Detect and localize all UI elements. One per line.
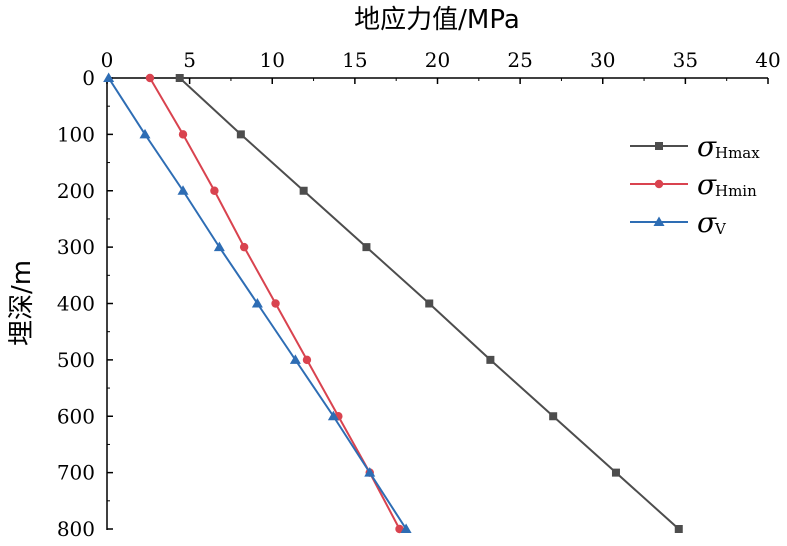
data-point-hmax xyxy=(611,468,620,477)
legend-subscript: V xyxy=(714,220,727,238)
legend-marker xyxy=(655,142,663,150)
data-point-hmin xyxy=(302,355,312,365)
series-v xyxy=(103,72,412,533)
series-layer xyxy=(103,72,683,534)
x-tick-label: 5 xyxy=(183,48,196,72)
legend-marker xyxy=(654,179,664,189)
legend-symbol: σ xyxy=(697,206,717,239)
legend-subscript: Hmax xyxy=(715,144,760,162)
x-tick-label: 30 xyxy=(590,48,615,72)
x-axis-ticks: 0 5 10 15 20 25 30 35 40 xyxy=(101,48,781,84)
data-point-v xyxy=(251,298,263,308)
legend-marker xyxy=(653,216,665,226)
data-point-hmax xyxy=(236,130,245,139)
data-point-v xyxy=(103,72,115,82)
y-axis-title: 埋深/m xyxy=(7,260,37,346)
legend-item-v: σV xyxy=(630,206,727,239)
y-tick-label: 200 xyxy=(57,179,95,203)
x-tick-label: 20 xyxy=(425,48,450,72)
data-point-hmax xyxy=(549,412,558,421)
x-tick-label: 15 xyxy=(342,48,367,72)
series-hmax xyxy=(175,74,683,533)
y-tick-label: 0 xyxy=(82,66,95,90)
data-point-hmax xyxy=(299,186,308,195)
y-axis-ticks: 0 100 200 300 400 500 600 700 800 xyxy=(57,66,113,541)
y-tick-label: 600 xyxy=(57,404,95,428)
data-point-hmin xyxy=(239,242,249,252)
data-point-hmax xyxy=(674,525,683,533)
y-tick-label: 700 xyxy=(57,461,95,485)
data-point-hmax xyxy=(425,299,434,308)
data-point-hmax xyxy=(362,243,371,252)
data-point-v xyxy=(289,354,301,364)
data-point-hmin xyxy=(395,524,404,534)
y-tick-label: 500 xyxy=(57,348,95,372)
y-tick-label: 300 xyxy=(57,235,95,259)
legend-subscript: Hmin xyxy=(715,182,757,200)
data-point-hmax xyxy=(175,74,184,82)
y-tick-label: 400 xyxy=(57,292,95,316)
data-point-hmin xyxy=(178,130,188,139)
data-point-v xyxy=(177,185,189,195)
data-point-v xyxy=(213,241,225,252)
x-tick-label: 10 xyxy=(260,48,285,72)
x-axis-title: 地应力值/MPa xyxy=(354,5,520,35)
data-point-hmax xyxy=(486,355,495,364)
data-point-hmin xyxy=(145,73,155,83)
legend-symbol: σ xyxy=(697,130,717,163)
x-tick-label: 25 xyxy=(507,48,532,72)
data-point-v xyxy=(327,410,339,421)
x-tick-label: 0 xyxy=(101,48,114,72)
y-tick-label: 800 xyxy=(57,517,95,541)
legend-symbol: σ xyxy=(697,168,717,201)
data-point-v xyxy=(139,128,151,139)
x-tick-label: 35 xyxy=(673,48,698,72)
data-point-v xyxy=(400,523,412,533)
data-point-hmin xyxy=(271,299,280,308)
y-tick-label: 100 xyxy=(57,122,95,146)
data-point-v xyxy=(364,467,376,477)
data-point-hmin xyxy=(210,186,219,195)
x-tick-label: 40 xyxy=(755,48,780,72)
